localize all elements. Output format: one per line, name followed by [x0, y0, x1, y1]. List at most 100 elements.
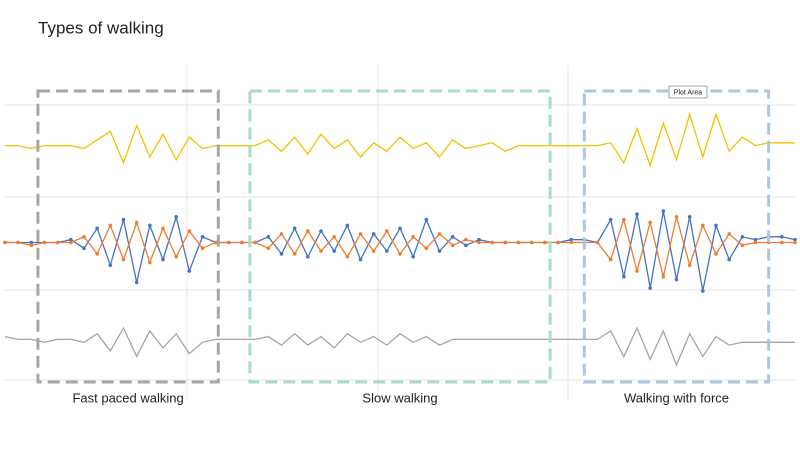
point: [661, 209, 666, 213]
point: [424, 217, 429, 222]
point: [121, 217, 126, 222]
point: [42, 240, 47, 245]
point: [358, 257, 363, 262]
point: [332, 235, 336, 239]
point: [503, 240, 508, 245]
point: [279, 252, 284, 256]
point: [753, 240, 758, 245]
point: [174, 215, 178, 219]
point: [648, 286, 652, 290]
point: [108, 263, 113, 268]
point: [332, 249, 336, 253]
point: [371, 249, 376, 253]
point: [424, 246, 429, 250]
region-box: [248, 89, 552, 384]
point: [69, 237, 73, 242]
point: [477, 240, 481, 245]
point: [174, 254, 178, 259]
point: [200, 246, 205, 250]
point: [69, 240, 73, 245]
point: [240, 240, 244, 245]
point: [319, 249, 323, 253]
point: [95, 226, 99, 231]
point: [516, 240, 521, 245]
point: [82, 235, 86, 239]
chart-title: Types of walking: [38, 18, 164, 37]
point: [740, 235, 745, 239]
point: [385, 229, 389, 233]
point: [16, 240, 20, 245]
point: [450, 243, 455, 248]
point: [477, 237, 481, 242]
point: [437, 232, 442, 236]
point: [595, 240, 600, 245]
point: [464, 243, 468, 248]
point: [371, 232, 376, 236]
point: [213, 240, 218, 245]
point: [635, 212, 639, 216]
point: [148, 223, 152, 228]
series-line: [4, 326, 795, 367]
point: [727, 257, 731, 262]
point: [753, 237, 758, 242]
point: [29, 243, 34, 248]
point: [319, 229, 323, 233]
point: [148, 260, 152, 265]
point: [279, 232, 284, 236]
point: [200, 235, 205, 239]
tooltip: Plot Area: [668, 85, 708, 99]
point: [411, 235, 415, 239]
series-line: [5, 216, 795, 277]
point: [306, 254, 310, 259]
tooltip-text: Plot Area: [674, 89, 703, 96]
point: [437, 249, 442, 253]
point: [793, 237, 797, 242]
point: [529, 240, 534, 245]
region-label: Walking with force: [624, 390, 729, 405]
point: [345, 223, 350, 228]
point: [714, 223, 718, 228]
region-box: [36, 89, 220, 384]
point: [714, 252, 718, 256]
point: [543, 240, 547, 245]
point: [701, 289, 705, 293]
point: [55, 240, 60, 245]
point: [345, 254, 350, 259]
point: [161, 257, 165, 262]
point: [780, 235, 784, 239]
point: [398, 226, 402, 231]
point: [569, 237, 573, 242]
point: [608, 217, 613, 222]
point: [674, 277, 679, 282]
point: [661, 274, 666, 279]
point: [292, 226, 297, 231]
point: [3, 240, 7, 245]
series-line: [5, 112, 795, 168]
point: [687, 215, 692, 219]
tooltip-box: [668, 85, 708, 99]
point: [622, 217, 626, 222]
point: [793, 240, 797, 245]
point: [411, 254, 415, 259]
point: [464, 237, 468, 242]
point: [398, 252, 402, 256]
point: [635, 269, 639, 273]
point: [108, 223, 113, 228]
point: [701, 223, 705, 228]
point: [187, 229, 192, 233]
point: [161, 226, 165, 231]
point: [687, 263, 692, 268]
point: [358, 232, 363, 236]
point: [569, 240, 573, 245]
point: [227, 240, 231, 245]
point: [253, 240, 257, 245]
point: [306, 229, 310, 233]
point: [95, 252, 99, 256]
region-label: Fast paced walking: [72, 390, 183, 405]
point: [556, 240, 560, 245]
point: [121, 257, 126, 262]
point: [608, 257, 613, 262]
grid: [5, 65, 795, 400]
point: [450, 235, 455, 239]
